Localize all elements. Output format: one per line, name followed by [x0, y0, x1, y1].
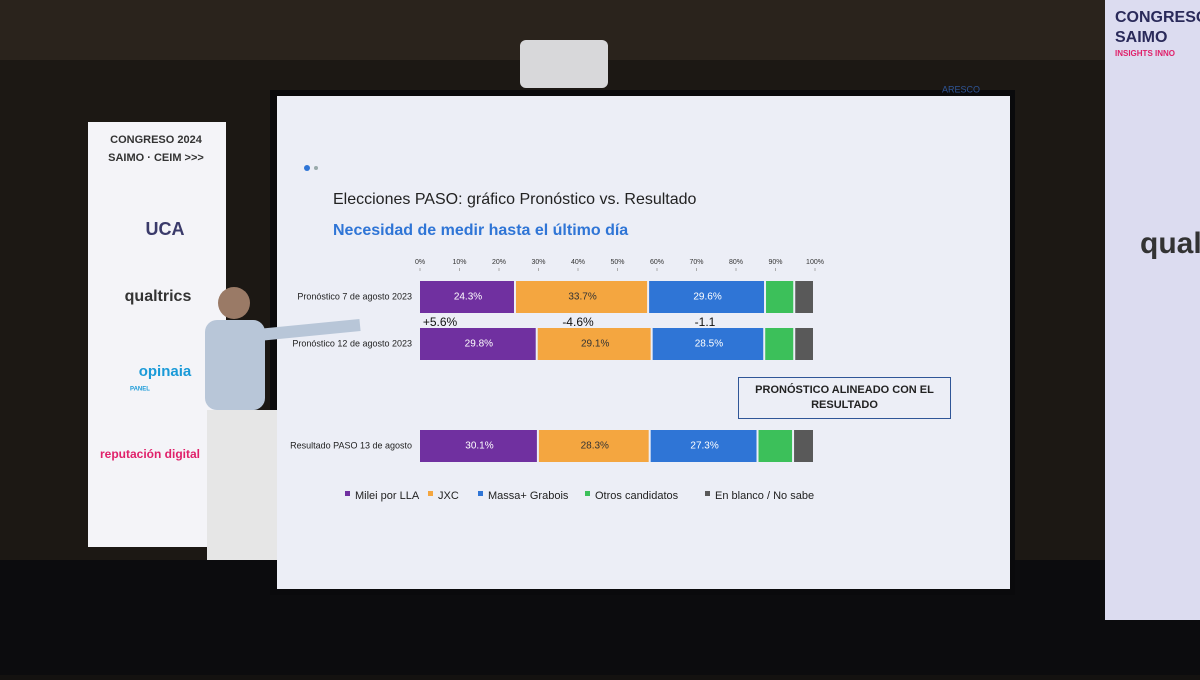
chart-title: Elecciones PASO: gráfico Pronóstico vs. …	[333, 191, 697, 208]
annotation: +5.6%	[423, 315, 458, 329]
bar-segment	[766, 281, 794, 313]
value-label: 24.3%	[454, 292, 482, 303]
bar-segment	[652, 328, 764, 360]
x-tick-label: 40%	[571, 259, 585, 266]
banner-text: CONGRESO 2024	[110, 134, 203, 146]
head	[218, 287, 250, 319]
bar-segment	[420, 430, 537, 462]
logo: ARESCO	[942, 84, 980, 94]
x-tick-label: 90%	[768, 259, 782, 266]
bar-segment	[794, 430, 813, 462]
value-label: 27.3%	[690, 441, 718, 452]
x-tick-label: 20%	[492, 259, 506, 266]
projector	[520, 40, 608, 88]
left-banner	[88, 122, 226, 547]
legend-swatch	[345, 491, 350, 496]
value-label: 29.1%	[581, 339, 609, 350]
slide-dot	[304, 165, 310, 171]
legend-label: JXC	[438, 490, 459, 502]
banner-text: qual	[1140, 227, 1200, 260]
bar-segment	[795, 281, 813, 313]
banner-text: SAIMO · CEIM >>>	[108, 152, 204, 164]
x-tick-label: 70%	[689, 259, 703, 266]
slide-dot	[314, 166, 318, 170]
legend-swatch	[428, 491, 433, 496]
bar-segment	[537, 328, 651, 360]
bar-segment	[650, 430, 757, 462]
banner-text: opinaia	[139, 363, 192, 380]
trousers	[207, 410, 277, 560]
right-banner	[1105, 0, 1200, 620]
value-label: 28.3%	[581, 441, 609, 452]
x-tick-label: 10%	[452, 259, 466, 266]
legend-swatch	[705, 491, 710, 496]
value-label: 29.6%	[693, 292, 721, 303]
legend-label: Milei por LLA	[355, 490, 420, 502]
bar-segment	[538, 430, 649, 462]
banner-text: INSIGHTS INNO	[1115, 49, 1175, 58]
legend-label: Otros candidatos	[595, 490, 679, 502]
bar-segment	[420, 328, 536, 360]
value-label: 33.7%	[568, 292, 596, 303]
legend-swatch	[478, 491, 483, 496]
banner-text: CONGRESO	[1115, 9, 1200, 26]
legend-swatch	[585, 491, 590, 496]
bar-segment	[649, 281, 765, 313]
legend-label: En blanco / No sabe	[715, 490, 814, 502]
callout-box: PRONÓSTICO ALINEADO CON EL RESULTADO	[738, 377, 951, 419]
x-tick-label: 0%	[415, 259, 425, 266]
callout: PRONÓSTICO ALINEADO CON EL RESULTADO	[738, 377, 951, 419]
x-tick-label: 100%	[806, 259, 824, 266]
category-label: Resultado PASO 13 de agosto	[290, 440, 412, 450]
category-label: Pronóstico 12 de agosto 2023	[292, 338, 412, 348]
legend-label: Massa+ Grabois	[488, 490, 569, 502]
banner-text: SAIMO	[1115, 29, 1167, 46]
annotation: -4.6%	[562, 315, 594, 329]
banner-text: PANEL	[130, 387, 150, 393]
shirt	[205, 320, 265, 410]
bar-segment	[515, 281, 648, 313]
bar-segment	[795, 328, 813, 360]
bar-segment	[758, 430, 793, 462]
value-label: 28.5%	[695, 339, 723, 350]
banner-text: qualtrics	[125, 288, 192, 305]
chart-subtitle: Necesidad de medir hasta el último día	[333, 222, 628, 239]
bar-segment	[765, 328, 794, 360]
value-label: 30.1%	[465, 441, 493, 452]
banner-text: UCA	[146, 219, 185, 239]
x-tick-label: 60%	[650, 259, 664, 266]
category-label: Pronóstico 7 de agosto 2023	[297, 291, 412, 301]
x-tick-label: 50%	[610, 259, 624, 266]
speaker	[205, 287, 361, 560]
annotation: -1.1	[695, 315, 716, 329]
banner-text: reputación digital	[100, 447, 200, 461]
x-tick-label: 30%	[531, 259, 545, 266]
value-label: 29.8%	[465, 339, 493, 350]
arm	[257, 319, 361, 341]
x-tick-label: 80%	[729, 259, 743, 266]
bar-segment	[420, 281, 514, 313]
